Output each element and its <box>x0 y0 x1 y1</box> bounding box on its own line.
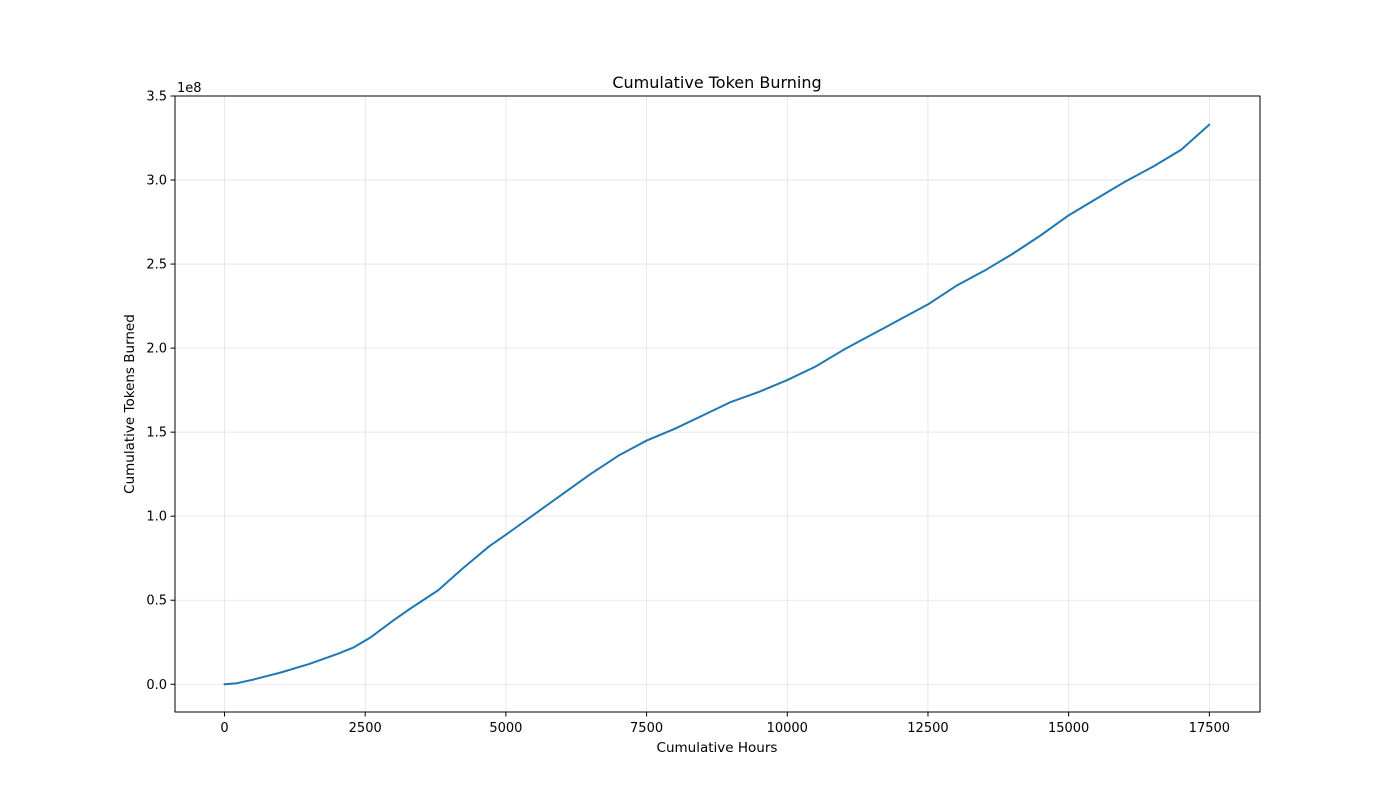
y-axis: 0.0 0.5 1.0 1.5 2.0 2.5 3.0 3.5 <box>146 90 175 693</box>
x-tick-label: 10000 <box>767 721 808 736</box>
x-axis: 0 2500 5000 7500 10000 12500 15000 17500 <box>220 712 1230 736</box>
y-tick-label: 3.0 <box>146 174 167 189</box>
chart-title: Cumulative Token Burning <box>612 73 821 92</box>
x-tick-label: 12500 <box>907 721 948 736</box>
series-line-0 <box>223 123 1211 686</box>
y-offset-label: 1e8 <box>177 81 202 96</box>
y-tick-label: 2.0 <box>146 342 167 357</box>
y-tick-label: 3.5 <box>146 90 167 105</box>
y-tick-label: 0.5 <box>146 594 167 609</box>
y-tick-label: 2.5 <box>146 258 167 273</box>
x-tick-label: 7500 <box>630 721 663 736</box>
plot-frame <box>174 95 1261 713</box>
x-tick-label: 5000 <box>489 721 522 736</box>
x-axis-title: Cumulative Hours <box>657 740 778 756</box>
x-tick-label: 15000 <box>1048 721 1089 736</box>
plot-area <box>223 123 1211 686</box>
x-tick-label: 0 <box>220 721 228 736</box>
grid-lines <box>175 95 1260 712</box>
y-axis-title: Cumulative Tokens Burned <box>122 314 138 494</box>
y-tick-label: 0.0 <box>146 678 167 693</box>
y-tick-label: 1.5 <box>146 426 167 441</box>
x-tick-label: 2500 <box>349 721 382 736</box>
y-tick-label: 1.0 <box>146 510 167 525</box>
x-tick-label: 17500 <box>1189 721 1230 736</box>
